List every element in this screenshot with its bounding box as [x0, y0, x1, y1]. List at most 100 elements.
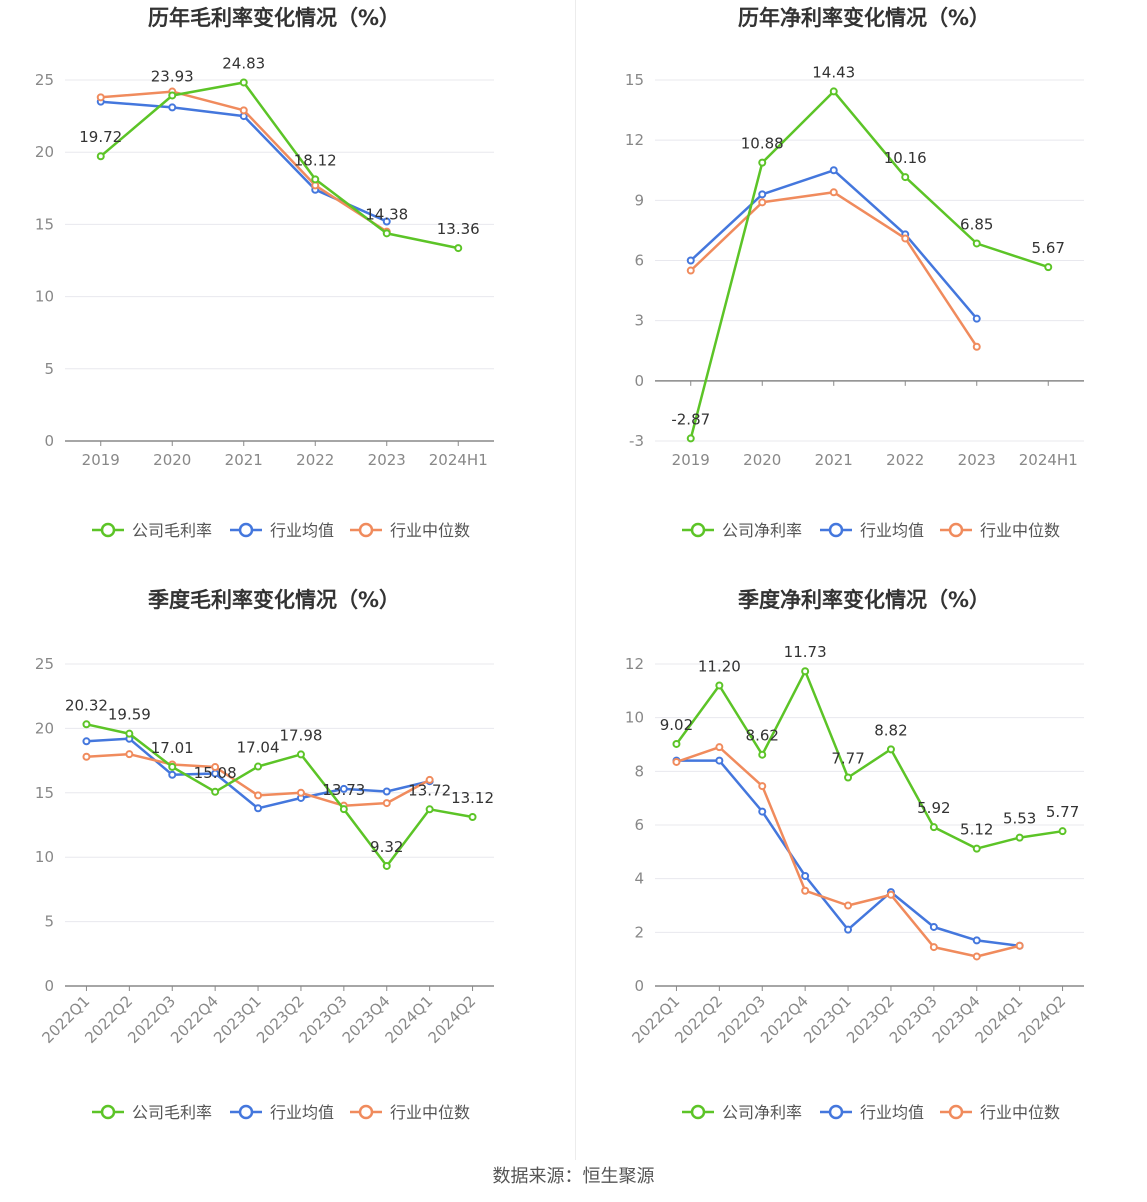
data-point-company — [901, 173, 910, 182]
data-label: 20.32 — [65, 696, 108, 714]
y-tick-label: 12 — [625, 655, 644, 673]
data-point-company — [125, 729, 134, 738]
data-point-median — [125, 750, 134, 759]
data-point-median — [801, 886, 810, 895]
y-tick-label: 25 — [35, 71, 54, 89]
x-tick-label: 2024Q2 — [425, 992, 480, 1047]
legend-item-industry-average-marker — [238, 1104, 254, 1120]
data-point-median — [715, 743, 724, 752]
y-tick-label: 10 — [35, 848, 54, 866]
y-tick-label: 4 — [634, 870, 644, 888]
legend-item-industry-average-marker — [828, 1104, 844, 1120]
data-label: 5.53 — [1003, 810, 1036, 828]
chart-quarterly-net-margin: 季度净利率变化情况（%） 0 2 4 6 8 10 12 2022Q1 2022Q2 2022Q3 2… — [590, 582, 1147, 1164]
data-label: 19.59 — [108, 706, 151, 724]
data-label: 10.16 — [884, 149, 927, 167]
data-point-company — [96, 152, 105, 161]
chart-svg: 季度毛利率变化情况（%）05101520252022Q12022Q22022Q3… — [35, 588, 494, 1122]
data-point-median — [254, 791, 263, 800]
y-tick-label: 10 — [625, 709, 644, 727]
data-point-company — [425, 805, 434, 814]
data-point-company — [311, 175, 320, 184]
legend-item-company-label: 公司毛利率 — [132, 521, 212, 540]
x-tick-label: 2021 — [815, 451, 853, 469]
legend-item-industry-median-label: 行业中位数 — [390, 521, 470, 540]
data-point-company — [1058, 827, 1067, 836]
legend-item-industry-average-label: 行业均值 — [270, 1103, 334, 1122]
data-point-median — [1015, 941, 1024, 950]
data-label: 14.43 — [812, 63, 855, 81]
data-label: 13.73 — [322, 781, 365, 799]
y-tick-label: -3 — [629, 432, 644, 450]
legend-item-industry-median-marker — [948, 522, 964, 538]
series-line-avg — [676, 759, 1020, 948]
data-point-avg — [168, 103, 177, 112]
data-label: 8.62 — [746, 727, 779, 745]
x-tick-label: 2022 — [886, 451, 924, 469]
chart-title: 季度毛利率变化情况（%） — [148, 588, 400, 612]
legend-item-industry-median-label: 行业中位数 — [980, 1103, 1060, 1122]
y-tick-label: 25 — [35, 655, 54, 673]
data-point-avg — [829, 166, 838, 175]
data-point-company — [758, 158, 767, 167]
data-point-median — [758, 782, 767, 791]
data-label: 17.04 — [237, 739, 280, 757]
x-tick-label: 2020 — [153, 451, 191, 469]
y-tick-label: 15 — [35, 784, 54, 802]
data-point-company — [886, 745, 895, 754]
data-point-company — [168, 91, 177, 100]
data-label: 14.38 — [365, 205, 408, 223]
data-point-company — [239, 78, 248, 87]
y-tick-label: 9 — [634, 191, 644, 209]
data-label: 10.88 — [741, 135, 784, 153]
data-point-median — [382, 799, 391, 808]
data-source: 数据来源：恒生聚源 — [492, 1166, 655, 1187]
y-tick-label: 5 — [44, 360, 54, 378]
legend-item-company-marker — [100, 522, 116, 538]
series-line-company — [689, 90, 1049, 439]
data-point-avg — [339, 784, 348, 793]
data-point-median — [686, 266, 695, 275]
chart-svg: 季度净利率变化情况（%）0246810122022Q12022Q22022Q32… — [625, 588, 1084, 1122]
data-label: 23.93 — [151, 67, 194, 85]
data-point-avg — [801, 871, 810, 880]
data-point-company — [168, 762, 177, 771]
data-point-median — [758, 198, 767, 207]
data-point-median — [972, 952, 981, 961]
series-line-company — [675, 669, 1063, 850]
legend-item-industry-median-marker — [358, 522, 374, 538]
data-point-company — [296, 750, 305, 759]
data-point-company — [672, 739, 681, 748]
data-label: -2.87 — [671, 410, 710, 428]
data-point-company — [454, 244, 463, 253]
data-point-company — [382, 229, 391, 238]
chart-annual-gross-margin: 历年毛利率变化情况（%） 0 5 10 15 20 25 2019 2020 2021 2022 20… — [0, 0, 573, 582]
data-point-avg — [82, 737, 91, 746]
x-tick-label: 2023 — [368, 451, 406, 469]
x-tick-label: 2024H1 — [1019, 451, 1078, 469]
data-label: 9.02 — [660, 716, 693, 734]
y-tick-label: 0 — [44, 432, 54, 450]
data-label: 13.36 — [437, 220, 480, 238]
legend-item-industry-average-label: 行业均值 — [270, 521, 334, 540]
data-label: 17.01 — [151, 739, 194, 757]
data-label: 13.72 — [408, 781, 451, 799]
y-tick-label: 6 — [634, 252, 644, 270]
y-tick-label: 12 — [625, 131, 644, 149]
data-point-company — [686, 434, 695, 443]
x-tick-label: 2024Q2 — [1015, 992, 1070, 1047]
data-point-company — [972, 844, 981, 853]
y-tick-label: 15 — [35, 215, 54, 233]
data-label: 5.92 — [917, 799, 950, 817]
data-point-median — [211, 763, 220, 772]
chart-annual-net-margin: 历年净利率变化情况（%） -3 0 3 6 9 12 15 2019 2020 2021 2022 20… — [590, 0, 1147, 582]
chart-title: 历年毛利率变化情况（%） — [148, 6, 400, 30]
data-point-company — [844, 773, 853, 782]
data-label: 13.12 — [451, 789, 494, 807]
legend-item-industry-average-label: 行业均值 — [860, 521, 924, 540]
legend-item-company-marker — [690, 522, 706, 538]
data-label: 9.32 — [370, 838, 403, 856]
data-point-company — [1015, 833, 1024, 842]
data-point-avg — [758, 807, 767, 816]
data-point-company — [801, 667, 810, 676]
